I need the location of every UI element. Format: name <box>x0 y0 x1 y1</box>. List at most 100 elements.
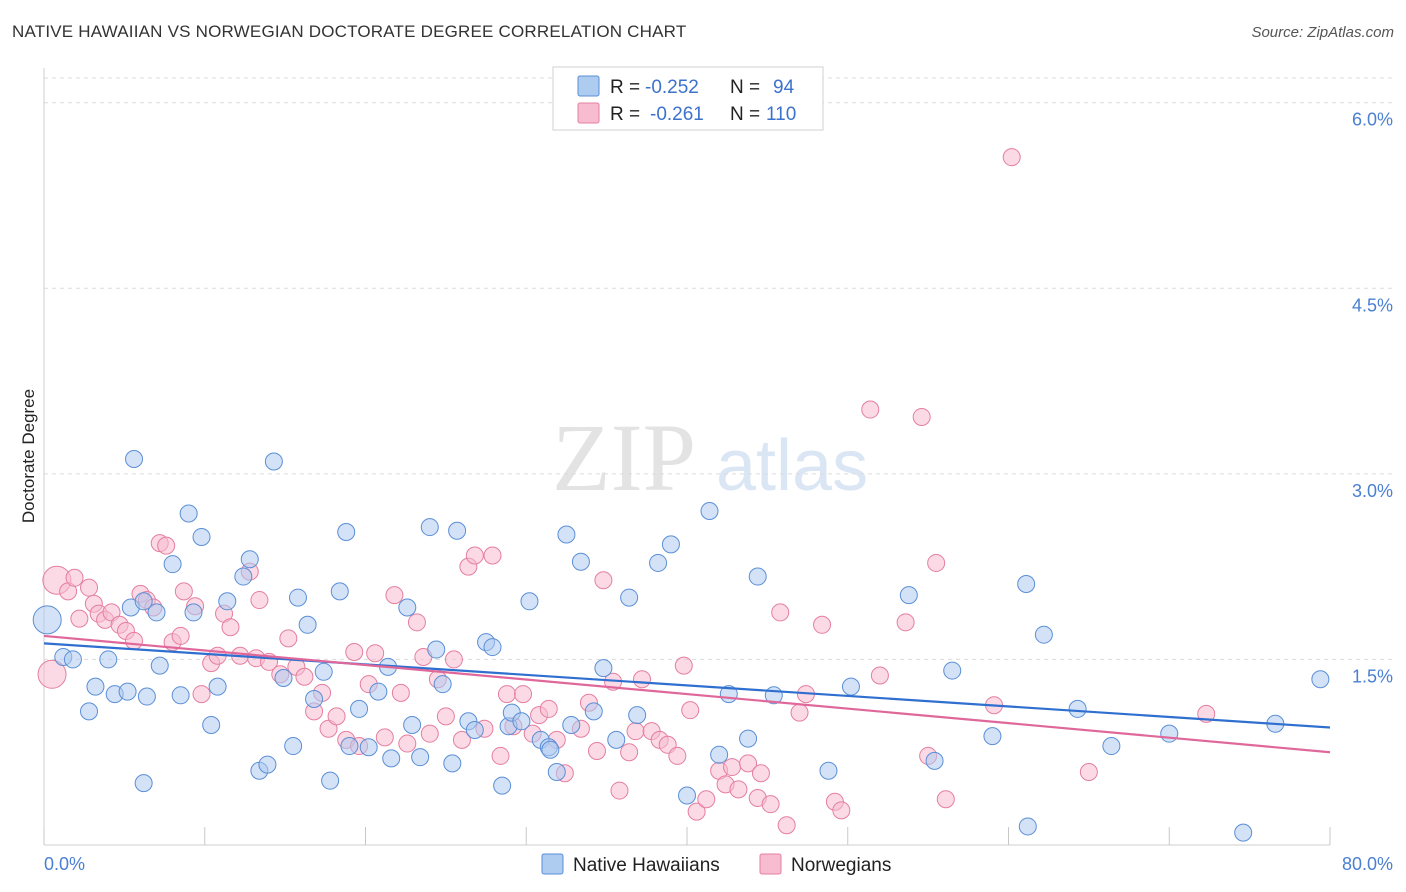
native-hawaiians-point <box>700 501 719 520</box>
native-hawaiians-point <box>541 740 560 759</box>
norwegians-point <box>491 746 510 765</box>
native-hawaiians-point <box>234 567 253 586</box>
native-hawaiians-point <box>340 737 359 756</box>
series-legend-label-pink[interactable]: Norwegians <box>791 855 891 876</box>
norwegians-point <box>345 643 364 662</box>
native-hawaiians-point <box>661 535 680 554</box>
norwegians-point <box>861 400 880 419</box>
native-hawaiians-point <box>240 550 259 569</box>
series-legend-label-blue[interactable]: Native Hawaiians <box>573 855 720 876</box>
norwegians-point <box>366 644 385 663</box>
norwegians-point <box>436 707 455 726</box>
native-hawaiians-point <box>628 706 647 725</box>
native-hawaiians-point <box>171 686 190 705</box>
norwegians-point <box>587 741 606 760</box>
native-hawaiians-point <box>208 677 227 696</box>
native-hawaiians-point <box>305 690 324 709</box>
norwegians-point <box>279 629 298 648</box>
native-hawaiians-point <box>192 527 211 546</box>
stats-legend: R = -0.252 N = 94 R = -0.261 N = 110 <box>552 66 824 131</box>
norwegians-point <box>391 683 410 702</box>
y-tick-label: 4.5% <box>1352 295 1393 315</box>
native-hawaiians-point <box>134 774 153 793</box>
norwegians-point <box>674 656 693 675</box>
norwegians-point <box>739 754 758 773</box>
native-hawaiians-point <box>321 771 340 790</box>
native-hawaiians-point <box>163 555 182 574</box>
native-hawaiians-point <box>298 615 317 634</box>
norwegians-point <box>668 746 687 765</box>
native-hawaiians-point <box>465 720 484 739</box>
native-hawaiians-point <box>86 677 105 696</box>
norwegians-point <box>626 722 645 741</box>
native-hawaiians-point <box>134 592 153 611</box>
native-hawaiians-point <box>1311 670 1330 689</box>
native-hawaiians-point <box>819 761 838 780</box>
native-hawaiians-point <box>369 682 388 701</box>
native-hawaiians-point <box>330 582 349 601</box>
native-hawaiians-point <box>493 776 512 795</box>
norwegians-point <box>125 631 144 650</box>
native-hawaiians-point <box>899 586 918 605</box>
native-hawaiians-point <box>620 588 639 607</box>
native-hawaiians-point <box>427 640 446 659</box>
norwegians-point <box>452 730 471 749</box>
native-hawaiians-point <box>943 661 962 680</box>
native-hawaiians-point <box>359 738 378 757</box>
native-hawaiians-point <box>594 659 613 678</box>
norwegians-point <box>70 609 89 628</box>
series-legend-swatch-pink[interactable] <box>759 853 782 875</box>
native-hawaiians-point <box>483 638 502 657</box>
legend-swatch-pink <box>577 102 600 124</box>
native-hawaiians-point <box>337 523 356 542</box>
native-hawaiians-point <box>841 677 860 696</box>
norwegians-point <box>610 781 629 800</box>
native-hawaiians-point <box>150 656 169 675</box>
norwegians-point <box>697 790 716 809</box>
norwegians-point <box>497 685 516 704</box>
norwegians-point <box>407 613 426 632</box>
legend-r-label-pink: R = <box>610 104 640 125</box>
chart-title: NATIVE HAWAIIAN VS NORWEGIAN DOCTORATE D… <box>12 22 687 41</box>
norwegians-point <box>1079 763 1098 782</box>
norwegians-point <box>927 553 946 572</box>
norwegians-point <box>420 724 439 743</box>
norwegians-point <box>174 582 193 601</box>
native-hawaiians-point <box>520 592 539 611</box>
norwegians-point <box>832 801 851 820</box>
native-hawaiians-point <box>1034 625 1053 644</box>
norwegians-point <box>192 685 211 704</box>
native-hawaiians-point <box>1234 823 1253 842</box>
y-tick-label: 1.5% <box>1352 666 1393 686</box>
norwegians-point <box>912 407 931 426</box>
norwegians-point <box>687 802 706 821</box>
native-hawaiians-point <box>350 699 369 718</box>
norwegians-point <box>295 667 314 686</box>
series-legend-swatch-blue[interactable] <box>541 853 564 875</box>
native-hawaiians-point <box>382 749 401 768</box>
native-hawaiians-point <box>398 598 417 617</box>
native-hawaiians-point <box>284 737 303 756</box>
native-hawaiians-point <box>1160 724 1179 743</box>
watermark-zip: ZIP <box>552 404 696 511</box>
norwegians-point <box>632 670 651 689</box>
native-hawaiians-point <box>607 730 626 749</box>
norwegians-point <box>681 701 700 720</box>
native-hawaiians-point <box>179 504 198 523</box>
legend-n-value-blue: 94 <box>773 77 795 98</box>
native-hawaiians-point <box>433 675 452 694</box>
legend-n-value-pink: 110 <box>766 104 796 125</box>
x-ticks <box>43 827 1331 845</box>
native-hawaiians-point <box>512 712 531 731</box>
native-hawaiians-point <box>274 668 293 687</box>
native-hawaiians-point <box>571 552 590 571</box>
watermark-atlas: atlas <box>716 426 868 506</box>
native-hawaiians-point <box>184 603 203 622</box>
norwegians-point <box>751 764 770 783</box>
legend-r-value-pink: -0.261 <box>650 104 704 125</box>
native-hawaiians-point <box>649 553 668 572</box>
native-hawaiians-point <box>118 682 137 701</box>
norwegians-point <box>385 586 404 605</box>
native-hawaiians-point <box>983 727 1002 746</box>
